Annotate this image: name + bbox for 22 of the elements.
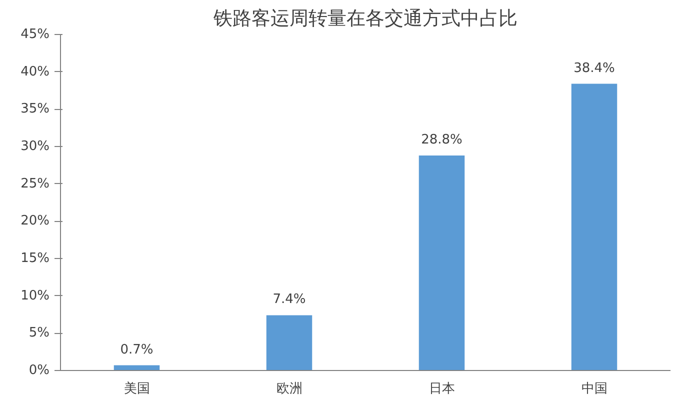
x-tick-label: 中国: [581, 382, 608, 396]
x-tick-label: 美国: [124, 380, 150, 396]
y-tick-label: 20%: [20, 214, 50, 229]
data-label: 38.4%: [574, 60, 615, 76]
y-tick-label: 0%: [28, 363, 50, 378]
data-label: 28.8%: [421, 132, 462, 148]
data-label: 7.4%: [272, 292, 306, 308]
y-tick-label: 45%: [20, 27, 50, 42]
x-tick-label: 日本: [428, 382, 455, 396]
bar: [418, 155, 465, 370]
y-tick-label: 25%: [20, 176, 50, 192]
y-tick-label: 35%: [20, 102, 50, 117]
y-tick-label: 30%: [20, 139, 50, 154]
y-tick-label: 10%: [20, 288, 50, 304]
bar: [571, 84, 618, 370]
data-label: 0.7%: [120, 342, 154, 358]
bar: [266, 315, 312, 370]
y-tick-label: 15%: [20, 251, 50, 266]
chart-title: 铁路客运周转量在各交通方式中占比: [212, 8, 518, 30]
y-tick-label: 40%: [20, 64, 50, 80]
y-tick-label: 5%: [28, 326, 50, 341]
x-tick-label: 欧洲: [276, 382, 302, 396]
